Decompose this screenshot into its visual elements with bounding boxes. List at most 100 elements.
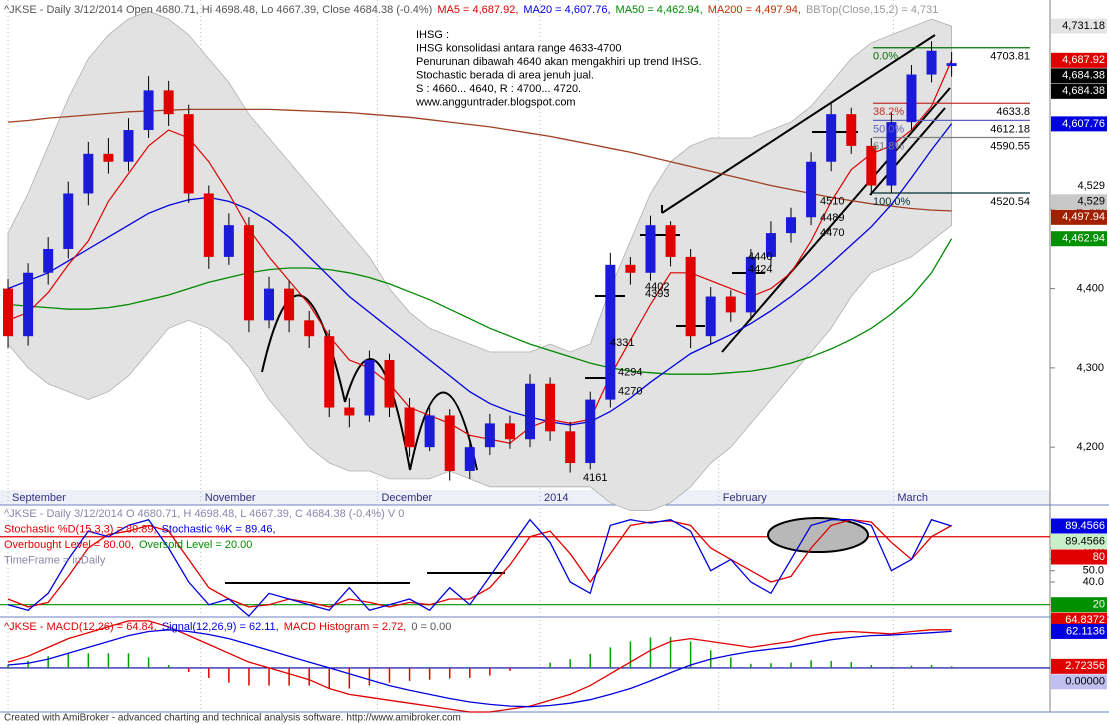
candle-body: [725, 296, 736, 313]
bollinger-band: [7, 10, 952, 511]
price-label: 4294: [618, 367, 642, 379]
header-segment: MACD Histogram = 2.72,: [284, 621, 407, 633]
note-line: Penurunan dibawah 4640 akan mengakhiri u…: [416, 56, 702, 68]
value-box-label: 4,684.38: [1062, 85, 1105, 97]
candle-body: [424, 415, 435, 448]
candle-body: [223, 225, 234, 257]
price-label: 4424: [748, 263, 772, 275]
header-segment: Overbought Level = 80.00,: [4, 539, 134, 551]
fib-pct: 50.0%: [873, 123, 904, 135]
x-tick-label: 2014: [544, 492, 568, 504]
note-line: S : 4660... 4640, R : 4700... 4720.: [416, 83, 581, 95]
candle-body: [344, 407, 355, 416]
header-line: TimeFrame = inDaily: [4, 554, 106, 566]
candle-body: [464, 447, 475, 471]
candle-body: [786, 217, 797, 234]
candle-body: [484, 423, 495, 448]
candle-body: [585, 399, 596, 464]
candle-body: [806, 161, 817, 218]
header-line: ^JKSE - MACD(12,26) = 64.84, Signal(12,26…: [4, 621, 451, 633]
value-box-label: 89.4566: [1065, 535, 1105, 547]
value-box-label: 20: [1093, 599, 1105, 611]
candle-body: [183, 114, 194, 194]
fib-value: 4612.18: [990, 123, 1030, 135]
candle-body: [625, 264, 636, 273]
indicator-line: [7, 238, 953, 375]
header-segment: ^JKSE - Daily 3/12/2014 Open 4680.71, Hi…: [4, 4, 432, 16]
highlight-ellipse: [767, 517, 869, 553]
candle-body: [525, 383, 536, 440]
candle-body: [23, 272, 34, 337]
indicator-line: [7, 620, 952, 713]
candle-body: [605, 264, 616, 400]
value-box: [1051, 597, 1107, 613]
value-box-label: 80: [1093, 551, 1105, 563]
value-box-label: 0.00000: [1065, 676, 1105, 688]
candle-body: [3, 288, 14, 337]
header-segment: 0 = 0.00: [411, 621, 451, 633]
price-label: 4510: [820, 195, 844, 207]
candle-body: [123, 130, 134, 162]
value-box: [1051, 68, 1107, 84]
candle-body: [284, 288, 295, 321]
candle-body: [906, 74, 917, 123]
value-box-label: 4,529: [1077, 196, 1105, 208]
note-line: IHSG :: [416, 29, 449, 41]
x-tick-label: December: [381, 492, 432, 504]
candle-body: [384, 359, 395, 408]
candle-body: [926, 50, 937, 75]
value-box: [1051, 518, 1107, 534]
value-box-label: 4,684.38: [1062, 70, 1105, 82]
candle-body: [324, 336, 335, 408]
value-box: [1051, 612, 1107, 628]
indicator-line: [7, 60, 953, 444]
x-tick-label: November: [205, 492, 256, 504]
value-box: [1051, 116, 1107, 132]
indicator-line: [7, 518, 952, 617]
trendline: [661, 34, 936, 214]
indicator-line: [7, 123, 953, 426]
value-box-label: 4,497.94: [1062, 211, 1105, 223]
candle-body: [645, 225, 656, 273]
candle-body: [545, 383, 556, 432]
trendline: [721, 87, 951, 353]
value-box: [1051, 18, 1107, 34]
header-segment: ^JKSE - Daily 3/12/2014 O 4680.71, H 469…: [4, 508, 404, 520]
x-tick-label: March: [897, 492, 928, 504]
footer: Created with AmiBroker - advanced charti…: [4, 713, 461, 724]
y-tick-label: 4,400: [1076, 283, 1104, 295]
header-segment: MA5 = 4,687.92,: [437, 4, 518, 16]
fib-pct: 38.2%: [873, 106, 904, 118]
value-box: [1051, 178, 1107, 194]
candle-body: [946, 63, 957, 67]
value-box: [1051, 83, 1107, 99]
candle-body: [83, 153, 94, 194]
price-label: 4440: [748, 251, 772, 263]
value-box: [1051, 658, 1107, 674]
candle-body: [404, 407, 415, 448]
candle-body: [685, 256, 696, 337]
note-line: IHSG konsolidasi antara range 4633-4700: [416, 42, 621, 54]
value-box-label: 4,607.76: [1062, 118, 1105, 130]
y-tick-label: 4,200: [1076, 441, 1104, 453]
x-tick-label: February: [723, 492, 768, 504]
fib-value: 4703.81: [990, 51, 1030, 63]
candle-body: [745, 256, 756, 313]
candle-body: [765, 233, 776, 257]
value-box-label: 62.1136: [1066, 625, 1105, 637]
header-segment: Stochastic %D(15,3,3) = 89.89,: [4, 523, 157, 535]
fib-pct: 61.8%: [873, 140, 904, 152]
header-segment: BBTop(Close,15,2) = 4,731: [806, 4, 938, 16]
header-line: ^JKSE - Daily 3/12/2014 O 4680.71, H 469…: [4, 508, 404, 520]
value-box: [1051, 52, 1107, 68]
arc: [344, 358, 411, 471]
value-box: [1051, 623, 1107, 639]
fib-pct: 100.0%: [873, 196, 911, 208]
header-segment: Oversold Level = 20.00: [139, 539, 252, 551]
price-label: 4489: [820, 212, 844, 224]
header-line: Overbought Level = 80.00, Oversold Level …: [4, 539, 252, 551]
value-box: [1051, 674, 1107, 690]
